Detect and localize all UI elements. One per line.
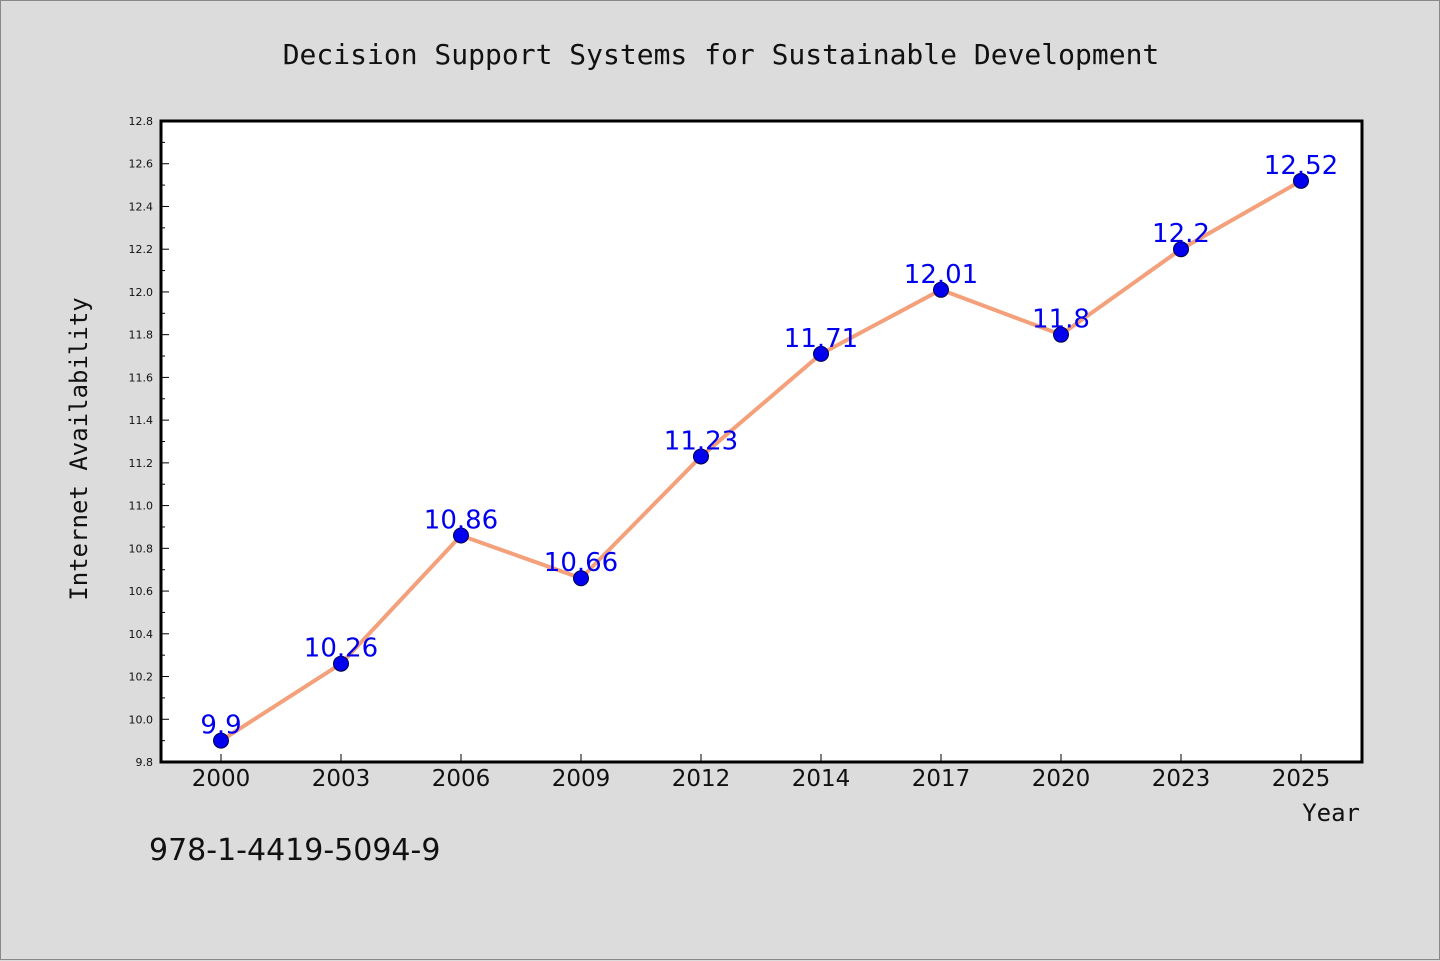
x-tick-label: 2017 xyxy=(912,766,971,792)
y-tick-label: 11.0 xyxy=(129,500,154,513)
x-tick-label: 2025 xyxy=(1272,766,1331,792)
data-point xyxy=(813,345,829,362)
y-tick-label: 12.6 xyxy=(129,158,154,171)
data-label: 11.71 xyxy=(784,324,858,354)
y-tick-label: 12.0 xyxy=(129,286,154,299)
y-tick-label: 10.6 xyxy=(129,585,154,598)
x-tick-label: 2000 xyxy=(192,766,251,792)
x-tick-label: 2006 xyxy=(432,766,491,792)
data-label: 11.8 xyxy=(1032,305,1090,335)
data-point xyxy=(573,570,589,587)
y-tick-label: 10.0 xyxy=(129,713,154,726)
y-tick-label: 10.8 xyxy=(129,542,154,555)
x-axis-label: Year xyxy=(1302,799,1360,827)
data-label: 10.86 xyxy=(424,506,498,536)
data-point xyxy=(1173,241,1189,258)
data-label: 10.26 xyxy=(304,634,378,664)
y-tick-label: 10.2 xyxy=(129,671,154,684)
data-label: 12.2 xyxy=(1152,219,1210,249)
x-tick-label: 2023 xyxy=(1152,766,1211,792)
data-point xyxy=(1053,326,1069,343)
series-line xyxy=(219,179,1302,743)
x-tick-label: 2020 xyxy=(1032,766,1091,792)
data-point xyxy=(213,732,229,749)
y-tick-label: 11.2 xyxy=(129,457,154,470)
data-label: 9.9 xyxy=(200,711,241,741)
y-tick-label: 12.4 xyxy=(129,200,154,213)
x-tick-label: 2009 xyxy=(552,766,611,792)
series-layer: 9.9 10.26 10.86 10.66 11.23 11.71 12.01 11.8 12.… xyxy=(200,151,1338,749)
y-tick-label: 11.6 xyxy=(129,371,154,384)
y-tick-label: 11.8 xyxy=(129,329,154,342)
y-tick-label: 11.4 xyxy=(129,414,154,427)
plot-area xyxy=(159,119,1364,764)
isbn-text: 978-1-4419-5094-9 xyxy=(149,833,441,868)
data-point xyxy=(453,527,469,544)
data-point xyxy=(1293,172,1309,189)
data-point xyxy=(933,281,949,298)
y-tick-label: 9.8 xyxy=(136,756,154,769)
data-label: 12.01 xyxy=(904,260,978,290)
y-axis-label: Internet Availability xyxy=(65,297,93,600)
y-tick-label: 12.8 xyxy=(129,115,154,128)
data-point xyxy=(693,448,709,465)
x-tick-label: 2003 xyxy=(312,766,371,792)
x-tick-label: 2014 xyxy=(792,766,851,792)
data-label: 10.66 xyxy=(544,548,618,578)
data-point xyxy=(333,655,349,672)
data-label: 11.23 xyxy=(664,426,738,456)
x-axis: 2000 2003 2006 2009 2012 2014 2017 2020 2023 2025 xyxy=(192,754,1331,792)
x-tick-label: 2012 xyxy=(672,766,731,792)
data-label: 12.52 xyxy=(1264,151,1338,181)
y-tick-label: 12.2 xyxy=(129,243,154,256)
y-tick-label: 10.4 xyxy=(129,628,154,641)
y-axis: 9.8 10.0 10.2 10.4 10.6 10.8 11.0 11.2 11.4 11.6 1… xyxy=(129,115,169,769)
chart-title: Decision Support Systems for Sustainable… xyxy=(283,38,1160,71)
